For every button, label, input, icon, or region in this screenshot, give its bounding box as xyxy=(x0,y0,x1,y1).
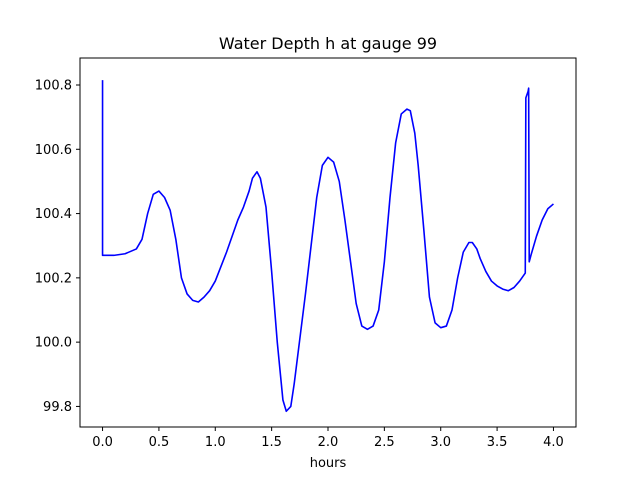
x-tick-label: 0.0 xyxy=(92,435,113,450)
x-tick-label: 0.5 xyxy=(149,435,170,450)
y-tick-label: 99.8 xyxy=(43,400,72,415)
x-tick-label: 4.0 xyxy=(543,435,564,450)
x-tick-label: 1.0 xyxy=(205,435,226,450)
y-tick-label: 100.4 xyxy=(35,207,72,222)
y-tick-label: 100.8 xyxy=(35,79,72,94)
x-tick-label: 1.5 xyxy=(261,435,282,450)
y-tick-label: 100.2 xyxy=(35,271,72,286)
y-tick-label: 100.6 xyxy=(35,143,72,158)
chart-title: Water Depth h at gauge 99 xyxy=(219,34,437,53)
plot-area: 0.0 0.5 1.0 1.5 2.0 2.5 3.0 3.5 4.0 99.8 100.0 100.… xyxy=(35,57,577,450)
x-tick-label: 2.5 xyxy=(374,435,395,450)
x-tick-label: 3.0 xyxy=(430,435,451,450)
x-tick-label: 3.5 xyxy=(487,435,508,450)
x-tick-label: 2.0 xyxy=(318,435,339,450)
x-axis-label: hours xyxy=(310,456,347,471)
series-line-0 xyxy=(101,80,554,413)
y-tick-label: 100.0 xyxy=(35,336,72,351)
